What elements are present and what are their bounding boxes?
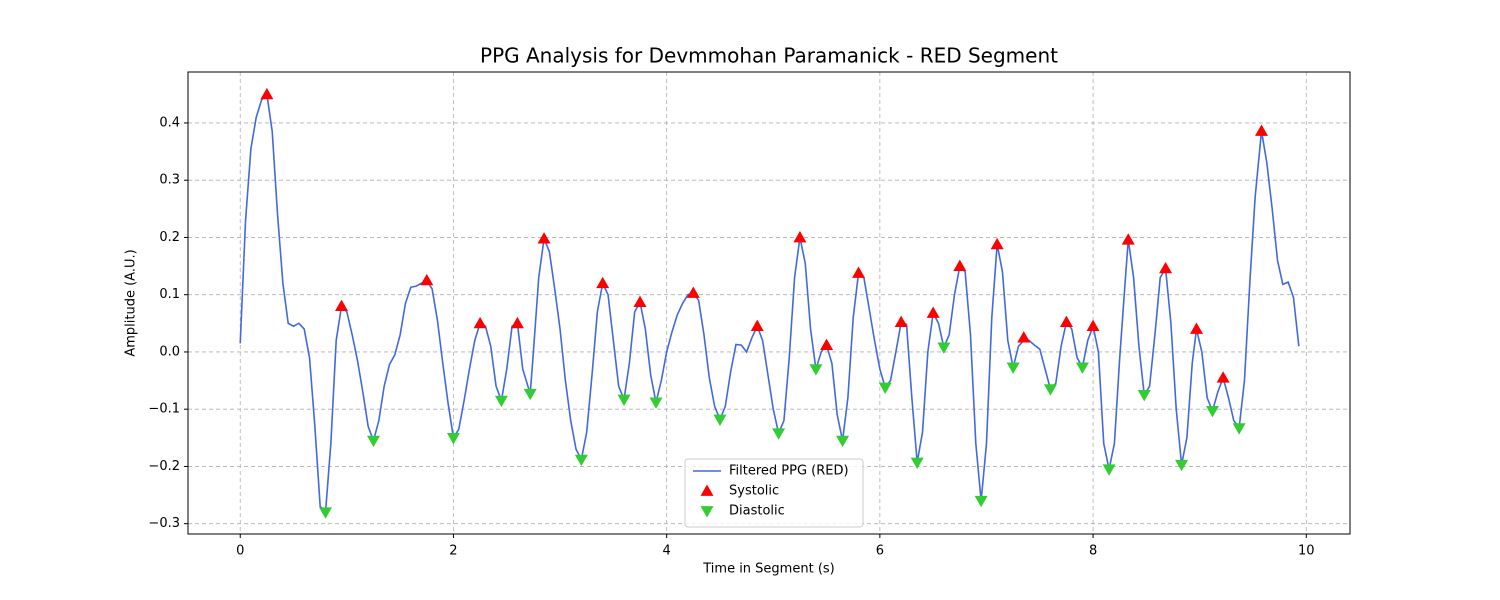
x-tick-label: 10 [1298, 544, 1315, 559]
systolic-marker [894, 315, 908, 328]
diastolic-marker [910, 457, 924, 469]
diastolic-marker [772, 428, 786, 440]
y-tick-label: 0.3 [159, 173, 180, 188]
plot-frame [187, 71, 1351, 535]
legend-label: Diastolic [729, 504, 785, 519]
diastolic-marker [713, 414, 727, 427]
y-axis-label: Amplitude (A.U.) [124, 249, 139, 356]
systolic-marker [1159, 261, 1173, 274]
diastolic-marker [1205, 406, 1219, 418]
systolic-marker [1059, 315, 1073, 328]
systolic-marker [1189, 322, 1203, 334]
systolic-marker [420, 273, 434, 286]
x-tick-label: 8 [1089, 544, 1097, 559]
diastolic-marker [1137, 390, 1151, 402]
diastolic-marker [836, 435, 850, 448]
systolic-marker [1255, 124, 1269, 136]
diastolic-marker [1075, 362, 1089, 374]
legend-marker [700, 506, 714, 518]
systolic-marker [953, 259, 967, 271]
diastolic-marker [1043, 384, 1057, 396]
legend: Filtered PPG (RED) Systolic Diastolic [684, 458, 864, 528]
systolic-marker [335, 299, 349, 312]
ppg-line [239, 92, 1300, 515]
diastolic-marker [446, 432, 460, 445]
diastolic-marker [1006, 362, 1020, 374]
diastolic-marker [878, 382, 892, 394]
diastolic-marker [1175, 459, 1189, 472]
systolic-marker [260, 87, 274, 100]
y-tick-label: 0.2 [159, 230, 180, 245]
systolic-marker [596, 276, 610, 289]
systolic-marker [852, 266, 866, 278]
systolic-marker [820, 338, 834, 350]
systolic-marker [510, 316, 524, 329]
diastolic-marker [937, 342, 951, 354]
systolic-marker [926, 306, 940, 318]
y-tick-label: −0.3 [148, 516, 180, 531]
systolic-marker [1121, 233, 1135, 245]
systolic-marker [1216, 371, 1230, 383]
systolic-marker [473, 316, 487, 329]
diastolic-marker [1102, 464, 1116, 476]
y-tick-label: 0.4 [159, 115, 180, 130]
diastolic-marker [974, 495, 988, 508]
diastolic-marker [319, 507, 333, 519]
diastolic-marker [617, 394, 631, 406]
systolic-marker [537, 232, 551, 244]
legend-label: Systolic [729, 484, 779, 499]
x-tick-label: 4 [663, 544, 671, 559]
chart-title: PPG Analysis for Devmmohan Paramanick - … [480, 44, 1058, 68]
x-tick-label: 2 [449, 544, 457, 559]
y-tick-label: 0.0 [159, 344, 180, 359]
systolic-marker [1086, 319, 1100, 332]
systolic-marker [686, 286, 700, 298]
legend-box [684, 458, 864, 528]
x-tick-label: 6 [876, 544, 884, 559]
legend-marker [700, 484, 714, 496]
diastolic-marker [649, 397, 663, 409]
diastolic-marker [523, 388, 537, 401]
systolic-marker [1017, 331, 1031, 343]
diastolic-marker [494, 395, 508, 408]
diastolic-marker [366, 435, 380, 448]
diastolic-marker [1232, 423, 1246, 435]
x-axis-label: Time in Segment (s) [702, 562, 834, 577]
diastolic-marker [809, 364, 823, 376]
y-tick-label: 0.1 [159, 287, 180, 302]
y-tick-label: −0.1 [148, 402, 180, 417]
diastolic-marker [574, 454, 588, 467]
systolic-marker [793, 230, 807, 243]
legend-label: Filtered PPG (RED) [729, 464, 849, 479]
x-tick-label: 0 [236, 544, 244, 559]
y-tick-label: −0.2 [148, 459, 180, 474]
systolic-marker [750, 319, 764, 332]
systolic-marker [990, 237, 1004, 250]
systolic-marker [633, 295, 647, 308]
